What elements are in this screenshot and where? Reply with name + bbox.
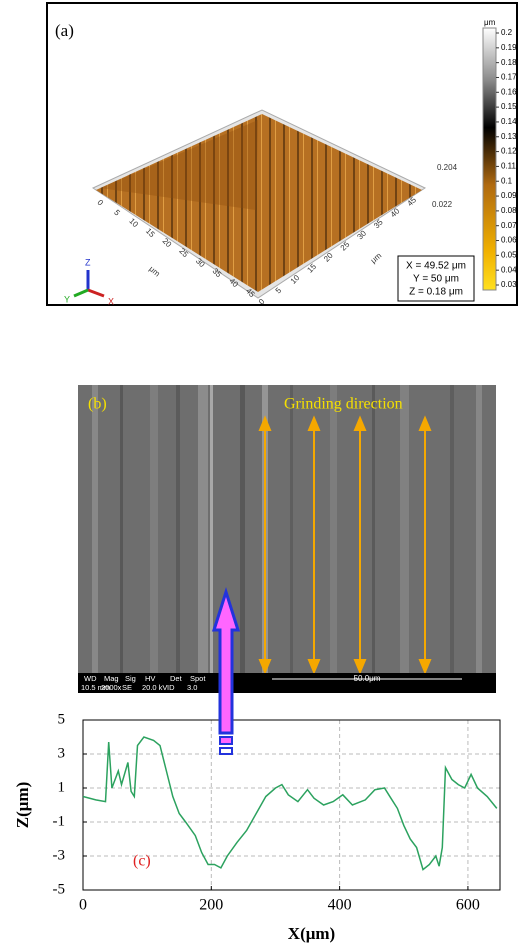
colorbar-tick-label: 0.11 bbox=[501, 162, 517, 171]
info-header: Det bbox=[170, 674, 183, 683]
colorbar-tick-label: 0.05 bbox=[501, 250, 517, 259]
colorbar-tick-label: 0.03 bbox=[501, 280, 517, 289]
z-min-label: 0.022 bbox=[432, 200, 453, 209]
x-axis-label: X(μm) bbox=[288, 924, 335, 943]
colorbar bbox=[483, 28, 496, 290]
x-tick-label: 400 bbox=[328, 897, 352, 914]
colorbar-tick-label: 0.1 bbox=[501, 176, 513, 185]
triad-label: Y bbox=[64, 294, 70, 304]
colorbar-tick-label: 0.14 bbox=[501, 117, 517, 126]
colorbar-tick-label: 0.06 bbox=[501, 236, 517, 245]
y-tick-label: 1 bbox=[58, 779, 66, 795]
y-tick-label: -3 bbox=[53, 847, 66, 863]
y-tick-label: -5 bbox=[53, 881, 66, 897]
colorbar-tick-label: 0.12 bbox=[501, 147, 517, 156]
info-value: 3.0 bbox=[187, 683, 197, 692]
y-tick-label: 3 bbox=[58, 745, 66, 761]
panel-label: (b) bbox=[88, 396, 107, 413]
colorbar-tick-label: 0.16 bbox=[501, 87, 517, 96]
info-value: 20.0 kV bbox=[142, 683, 167, 692]
info-header: Spot bbox=[190, 674, 206, 683]
y-axis-label: Z(μm) bbox=[13, 782, 32, 828]
z-max-label: 0.204 bbox=[437, 163, 458, 172]
x-tick-label: 600 bbox=[456, 897, 480, 914]
info-value: SE bbox=[122, 683, 132, 692]
info-value: ID bbox=[167, 683, 175, 692]
colorbar-tick-label: 0.07 bbox=[501, 221, 517, 230]
info-bar bbox=[78, 673, 496, 693]
readout-line: X = 49.52 μm bbox=[406, 261, 466, 272]
info-header: HV bbox=[145, 674, 155, 683]
colorbar-tick-label: 0.15 bbox=[501, 102, 517, 111]
colorbar-tick-label: 0.08 bbox=[501, 206, 517, 215]
triad-label: Z bbox=[85, 257, 91, 267]
colorbar-unit: μm bbox=[484, 18, 496, 27]
colorbar-tick-label: 0.09 bbox=[501, 191, 517, 200]
colorbar-tick-label: 0.2 bbox=[501, 28, 513, 37]
colorbar-tick-label: 0.17 bbox=[501, 73, 517, 82]
info-header: WD bbox=[84, 674, 97, 683]
annotation: (c) bbox=[133, 853, 151, 870]
panel-label: (a) bbox=[55, 21, 74, 40]
x-tick-label: 0 bbox=[79, 897, 87, 914]
x-tick-label: 200 bbox=[199, 897, 223, 914]
scale-bar-label: 50.0μm bbox=[354, 674, 381, 683]
colorbar-tick-label: 0.04 bbox=[501, 265, 517, 274]
y-tick-label: -1 bbox=[53, 813, 66, 829]
colorbar-tick-label: 0.19 bbox=[501, 43, 517, 52]
sem-image bbox=[78, 385, 496, 673]
info-value: 2000x bbox=[101, 683, 122, 692]
readout-line: Y = 50 μm bbox=[413, 274, 459, 285]
triad-label: X bbox=[108, 296, 114, 306]
readout-line: Z = 0.18 μm bbox=[409, 287, 463, 298]
y-tick-label: 5 bbox=[58, 711, 66, 727]
colorbar-tick-label: 0.13 bbox=[501, 132, 517, 141]
annotation: Grinding direction bbox=[284, 396, 403, 413]
figure: (a) μm0.20.190.180.170.160.150.140.130.1… bbox=[0, 0, 518, 947]
page: { "panel_a": { "label": "(a)", "colorbar… bbox=[0, 0, 518, 947]
info-header: Sig bbox=[125, 674, 136, 683]
colorbar-tick-label: 0.18 bbox=[501, 58, 517, 67]
info-header: Mag bbox=[104, 674, 119, 683]
